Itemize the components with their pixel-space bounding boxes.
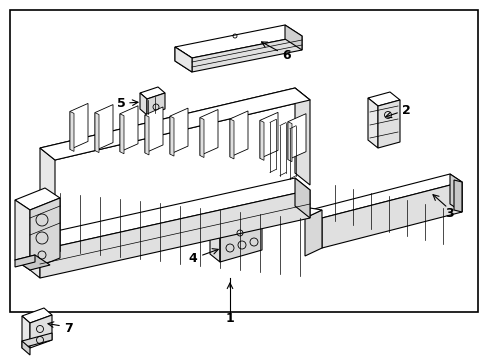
Polygon shape	[22, 316, 30, 348]
Polygon shape	[310, 174, 462, 218]
Polygon shape	[40, 88, 310, 160]
Polygon shape	[40, 148, 55, 240]
Polygon shape	[40, 88, 310, 160]
Polygon shape	[288, 114, 306, 160]
Text: 6: 6	[283, 49, 292, 62]
Polygon shape	[200, 109, 218, 156]
Polygon shape	[175, 25, 302, 58]
Polygon shape	[210, 228, 220, 262]
Polygon shape	[15, 255, 50, 270]
Polygon shape	[25, 178, 310, 250]
Polygon shape	[40, 190, 310, 278]
Polygon shape	[295, 208, 322, 218]
Polygon shape	[285, 25, 302, 50]
Polygon shape	[175, 47, 192, 72]
Polygon shape	[305, 210, 322, 256]
Polygon shape	[70, 103, 88, 149]
Polygon shape	[22, 308, 52, 323]
Bar	[10, 10, 478, 312]
Text: 4: 4	[189, 252, 197, 266]
Polygon shape	[200, 117, 204, 158]
Polygon shape	[170, 108, 188, 154]
Polygon shape	[192, 36, 302, 72]
Polygon shape	[22, 333, 52, 348]
Polygon shape	[295, 88, 310, 185]
Polygon shape	[322, 182, 462, 248]
Polygon shape	[145, 115, 149, 155]
Polygon shape	[454, 180, 462, 212]
Polygon shape	[220, 224, 262, 262]
Polygon shape	[230, 119, 234, 159]
Text: 1: 1	[225, 311, 234, 324]
Polygon shape	[30, 315, 52, 348]
Polygon shape	[260, 112, 278, 158]
Polygon shape	[30, 198, 60, 270]
Text: 7: 7	[64, 321, 73, 334]
Polygon shape	[210, 216, 262, 236]
Polygon shape	[368, 98, 378, 148]
Text: 2: 2	[402, 104, 410, 117]
Polygon shape	[120, 106, 138, 152]
Text: 5: 5	[117, 96, 125, 109]
Polygon shape	[230, 111, 248, 157]
Polygon shape	[22, 341, 30, 355]
Polygon shape	[260, 120, 264, 160]
Polygon shape	[95, 105, 113, 150]
Polygon shape	[120, 114, 124, 154]
Polygon shape	[95, 113, 99, 153]
Polygon shape	[378, 100, 400, 148]
Polygon shape	[175, 47, 192, 72]
Text: 3: 3	[446, 207, 454, 220]
Polygon shape	[25, 238, 40, 278]
Polygon shape	[295, 178, 310, 218]
Polygon shape	[368, 92, 400, 106]
Polygon shape	[450, 174, 462, 212]
Polygon shape	[147, 93, 165, 115]
Polygon shape	[140, 87, 165, 99]
Polygon shape	[170, 116, 174, 156]
Polygon shape	[140, 93, 147, 115]
Polygon shape	[15, 200, 30, 270]
Polygon shape	[70, 111, 74, 152]
Polygon shape	[310, 210, 322, 248]
Polygon shape	[288, 122, 292, 162]
Polygon shape	[15, 188, 60, 210]
Polygon shape	[145, 107, 163, 153]
Polygon shape	[15, 255, 35, 267]
